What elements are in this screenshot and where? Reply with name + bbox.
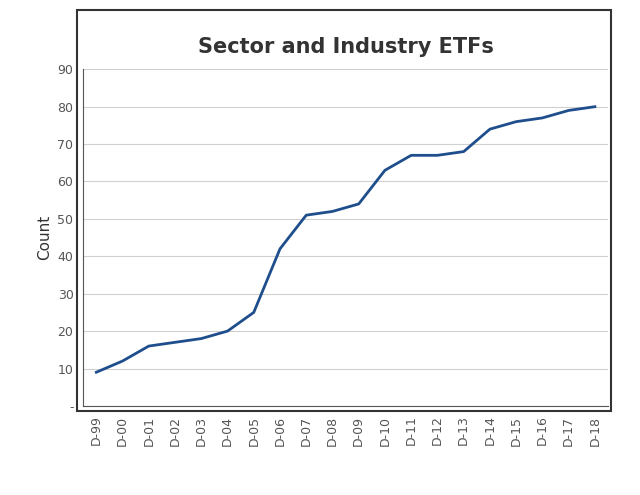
- Title: Sector and Industry ETFs: Sector and Industry ETFs: [198, 37, 493, 56]
- Y-axis label: Count: Count: [37, 215, 52, 260]
